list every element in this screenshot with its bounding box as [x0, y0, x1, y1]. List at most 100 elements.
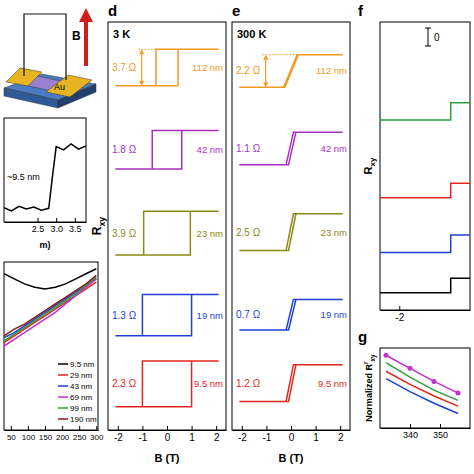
y-axis-title: Normalized Rrxy [362, 354, 376, 422]
x-tick-label: 200 [56, 433, 70, 442]
x-tick: 0 [165, 426, 171, 443]
x-tick-mark [28, 426, 29, 430]
amplitude-arrow [141, 53, 142, 81]
y-axis-title: Rxy [362, 157, 377, 174]
x-tick-mark [216, 426, 217, 430]
thickness-label: 19 nm [321, 309, 347, 320]
series-line [380, 278, 470, 292]
y-axis-title-main: Normalized R [364, 364, 374, 422]
x-tick-mark [399, 306, 400, 310]
series-line [380, 235, 470, 252]
chart-panel: 50 100150200250300 9.5 nm29 nm43 nm69 nm99… [4, 262, 104, 442]
x-tick-mark [75, 218, 76, 222]
y-axis-title-main: R [362, 166, 374, 174]
legend-label: 99 nm [70, 404, 93, 413]
amplitude-label: 2.2 Ω [236, 65, 261, 76]
legend-swatch [58, 418, 68, 420]
series-line [386, 355, 458, 393]
legend: 9.5 nm29 nm43 nm69 nm99 nm190 nm [58, 360, 97, 424]
x-axis-line [5, 222, 87, 223]
x-tick-label: 2 [338, 432, 344, 443]
y-axis-title-sub: xy [368, 157, 377, 166]
scale-bar-label: 0 [434, 32, 440, 43]
amplitude-arrow [265, 59, 266, 84]
y-axis-title-main: R [90, 226, 104, 235]
y-axis-title: Rxy [90, 217, 107, 235]
x-tick: 2.5 [32, 218, 45, 234]
chart-panel: -20fRxy [358, 2, 471, 323]
chart-panel: -2-10123.7 Ω112 nm1.8 Ω42 nm3.9 Ω23 nm1.… [90, 2, 227, 464]
x-tick-label: 350 [433, 430, 448, 440]
x-tick-label: 2 [214, 432, 220, 443]
thickness-label: 9.5 nm [194, 378, 223, 389]
x-tick-mark [45, 426, 46, 430]
plot-frame [4, 262, 98, 430]
amplitude-label: 3.9 Ω [112, 228, 137, 239]
thickness-label: 42 nm [321, 143, 347, 154]
x-tick: 3.0 [50, 218, 63, 234]
x-tick: 1 [189, 426, 195, 443]
amplitude-label: 1.8 Ω [112, 144, 137, 155]
x-tick-label: 1 [189, 432, 195, 443]
x-axis: -2-1012 [109, 426, 227, 443]
x-tick-label: -2 [238, 432, 247, 443]
series-marker [456, 391, 461, 396]
amplitude-label: 2.3 Ω [112, 378, 137, 389]
plot-area [380, 103, 470, 293]
chart-panel: 2.53.03.5~9.5 nmm) [4, 118, 87, 250]
series-labels: 2.2 Ω112 nm1.1 Ω42 nm2.5 Ω23 nm0.7 Ω19 n… [236, 55, 347, 389]
series-line [4, 144, 86, 211]
amplitude-label: 3.7 Ω [112, 62, 137, 73]
figure: BAu2.53.03.5~9.5 nmm)501001502002503009.… [0, 0, 474, 474]
plot-area [4, 144, 86, 211]
thickness-label: 19 nm [197, 310, 223, 321]
x-tick: 350 [433, 424, 448, 440]
legend-swatch [58, 407, 68, 409]
x-axis-title: m) [40, 240, 51, 250]
x-tick: 100 [22, 426, 36, 442]
x-axis: 340350 [381, 424, 471, 440]
x-tick-label: 50 [7, 433, 16, 442]
device-schematic: BAu [4, 8, 96, 108]
thickness-label: 42 nm [197, 144, 223, 155]
x-axis-line [381, 428, 471, 429]
series-line [386, 371, 458, 406]
x-axis: 50 100150200250300 [5, 426, 105, 442]
plot-frame [380, 348, 470, 428]
x-tick-label: -2 [114, 432, 123, 443]
x-tick-label: 100 [22, 433, 36, 442]
x-axis-title: B (T) [154, 452, 179, 464]
x-tick: -1 [262, 426, 271, 443]
x-axis-title: B (T) [278, 452, 303, 464]
x-tick-mark [142, 426, 143, 430]
y-axis-title-sub: xy [97, 217, 107, 227]
x-tick-label: 0 [289, 432, 295, 443]
x-tick: 200 [56, 426, 70, 442]
x-tick-mark [340, 426, 341, 430]
plot-frame [380, 22, 470, 310]
x-tick-label: 150 [39, 433, 53, 442]
x-tick-label: 250 [73, 433, 87, 442]
electrode [46, 75, 92, 97]
x-tick: 2 [214, 426, 220, 443]
series-line [386, 363, 458, 401]
legend-label: 43 nm [70, 382, 93, 391]
x-tick-label: 1 [313, 432, 319, 443]
x-tick-mark [291, 426, 292, 430]
x-tick-mark [118, 426, 119, 430]
panel-letter: g [358, 328, 367, 345]
series-line [380, 183, 470, 197]
x-tick-mark [79, 426, 80, 430]
x-tick: 0 [289, 426, 295, 443]
amplitude-label: 1.1 Ω [236, 143, 261, 154]
x-tick-label: 300 [90, 433, 104, 442]
x-tick: 250 [73, 426, 87, 442]
series-labels: 3.7 Ω112 nm1.8 Ω42 nm3.9 Ω23 nm1.3 Ω19 n… [112, 49, 223, 389]
x-tick: 150 [39, 426, 53, 442]
series-marker [384, 353, 389, 358]
x-tick-label: -1 [262, 432, 271, 443]
legend-label: 9.5 nm [70, 360, 95, 369]
y-axis-title-sub: xy [369, 354, 377, 362]
amplitude-label: 0.7 Ω [236, 309, 261, 320]
series-line [380, 103, 470, 120]
